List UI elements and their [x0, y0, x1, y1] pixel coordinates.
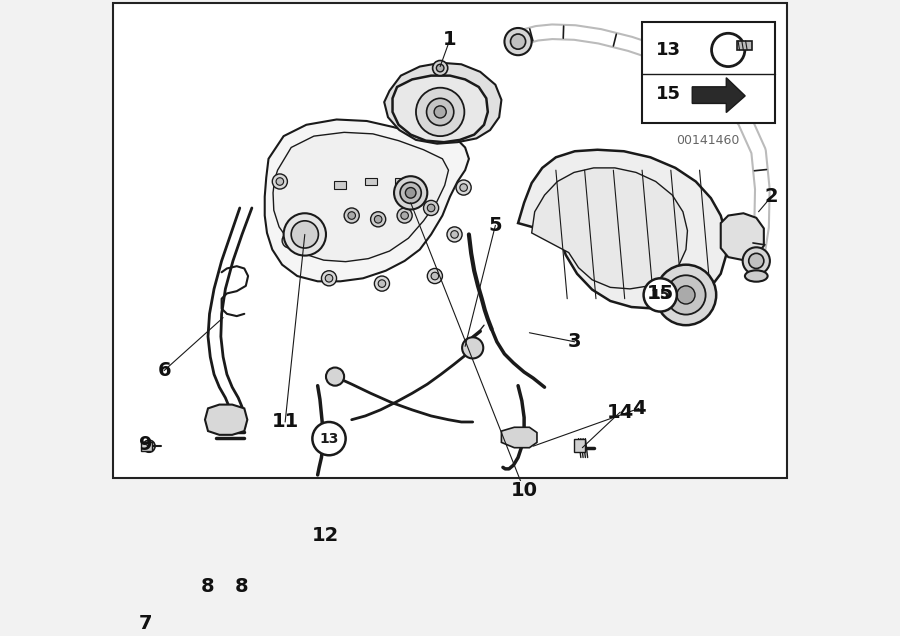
Circle shape	[325, 275, 333, 282]
Circle shape	[416, 88, 464, 136]
Circle shape	[644, 279, 677, 312]
Circle shape	[276, 177, 284, 185]
Text: 8: 8	[235, 577, 248, 595]
Circle shape	[510, 34, 526, 49]
Bar	[395, 177, 407, 185]
Ellipse shape	[745, 270, 768, 282]
Text: 00141460: 00141460	[677, 134, 740, 147]
Text: 13: 13	[655, 41, 680, 59]
Text: 6: 6	[158, 361, 171, 380]
Circle shape	[742, 247, 770, 275]
Circle shape	[434, 106, 446, 118]
Bar	[141, 441, 152, 451]
Bar	[364, 177, 376, 185]
Text: 9: 9	[140, 435, 153, 454]
Circle shape	[427, 99, 454, 125]
Circle shape	[394, 176, 428, 209]
Text: 2: 2	[765, 187, 778, 206]
Circle shape	[400, 212, 409, 219]
Polygon shape	[721, 213, 764, 260]
Circle shape	[292, 221, 319, 248]
Text: 1: 1	[443, 30, 457, 49]
Circle shape	[344, 208, 359, 223]
Polygon shape	[501, 427, 537, 448]
Text: 14: 14	[607, 403, 634, 422]
Circle shape	[433, 60, 447, 76]
Circle shape	[282, 233, 297, 248]
Circle shape	[397, 208, 412, 223]
Bar	[642, 22, 775, 123]
Circle shape	[400, 183, 421, 204]
Circle shape	[219, 613, 225, 619]
Polygon shape	[384, 63, 501, 144]
Text: 4: 4	[632, 399, 646, 418]
Circle shape	[424, 200, 438, 216]
Text: 13: 13	[320, 432, 338, 446]
Bar	[334, 181, 346, 189]
Circle shape	[321, 271, 337, 286]
Text: 12: 12	[311, 526, 338, 545]
Text: 15: 15	[655, 85, 680, 104]
Text: 15: 15	[651, 288, 670, 302]
Circle shape	[371, 212, 386, 227]
Circle shape	[504, 28, 532, 55]
Circle shape	[428, 204, 435, 212]
Circle shape	[232, 612, 256, 636]
Text: 15: 15	[646, 284, 674, 303]
Polygon shape	[532, 168, 688, 289]
Text: 8: 8	[202, 577, 215, 595]
Polygon shape	[692, 78, 745, 113]
Circle shape	[428, 268, 443, 284]
Circle shape	[405, 188, 416, 198]
Circle shape	[656, 265, 716, 325]
Circle shape	[451, 231, 458, 238]
Circle shape	[326, 368, 344, 385]
Polygon shape	[205, 404, 248, 435]
Bar	[322, 548, 338, 560]
Circle shape	[208, 603, 235, 630]
Circle shape	[348, 212, 356, 219]
Text: 10: 10	[510, 481, 537, 499]
Polygon shape	[518, 149, 726, 308]
Circle shape	[456, 180, 472, 195]
Circle shape	[273, 174, 287, 189]
Circle shape	[447, 227, 462, 242]
Text: 5: 5	[489, 216, 502, 235]
Text: 11: 11	[272, 413, 299, 431]
Circle shape	[749, 253, 764, 268]
Circle shape	[460, 184, 467, 191]
Text: 3: 3	[568, 333, 581, 351]
Bar	[574, 439, 585, 452]
Circle shape	[677, 286, 695, 304]
Polygon shape	[392, 76, 488, 142]
Circle shape	[378, 280, 386, 287]
Circle shape	[284, 213, 326, 256]
Bar	[737, 41, 752, 50]
Polygon shape	[265, 120, 469, 281]
Circle shape	[462, 337, 483, 359]
Circle shape	[143, 440, 155, 452]
Text: 7: 7	[140, 614, 153, 633]
Bar	[148, 605, 158, 620]
Circle shape	[436, 64, 444, 72]
Circle shape	[312, 422, 346, 455]
Circle shape	[374, 276, 390, 291]
Polygon shape	[273, 132, 448, 261]
Circle shape	[286, 237, 293, 244]
Circle shape	[214, 609, 230, 624]
Circle shape	[374, 216, 382, 223]
Circle shape	[238, 617, 251, 631]
Circle shape	[666, 275, 706, 315]
Circle shape	[241, 621, 248, 627]
Circle shape	[431, 272, 438, 280]
